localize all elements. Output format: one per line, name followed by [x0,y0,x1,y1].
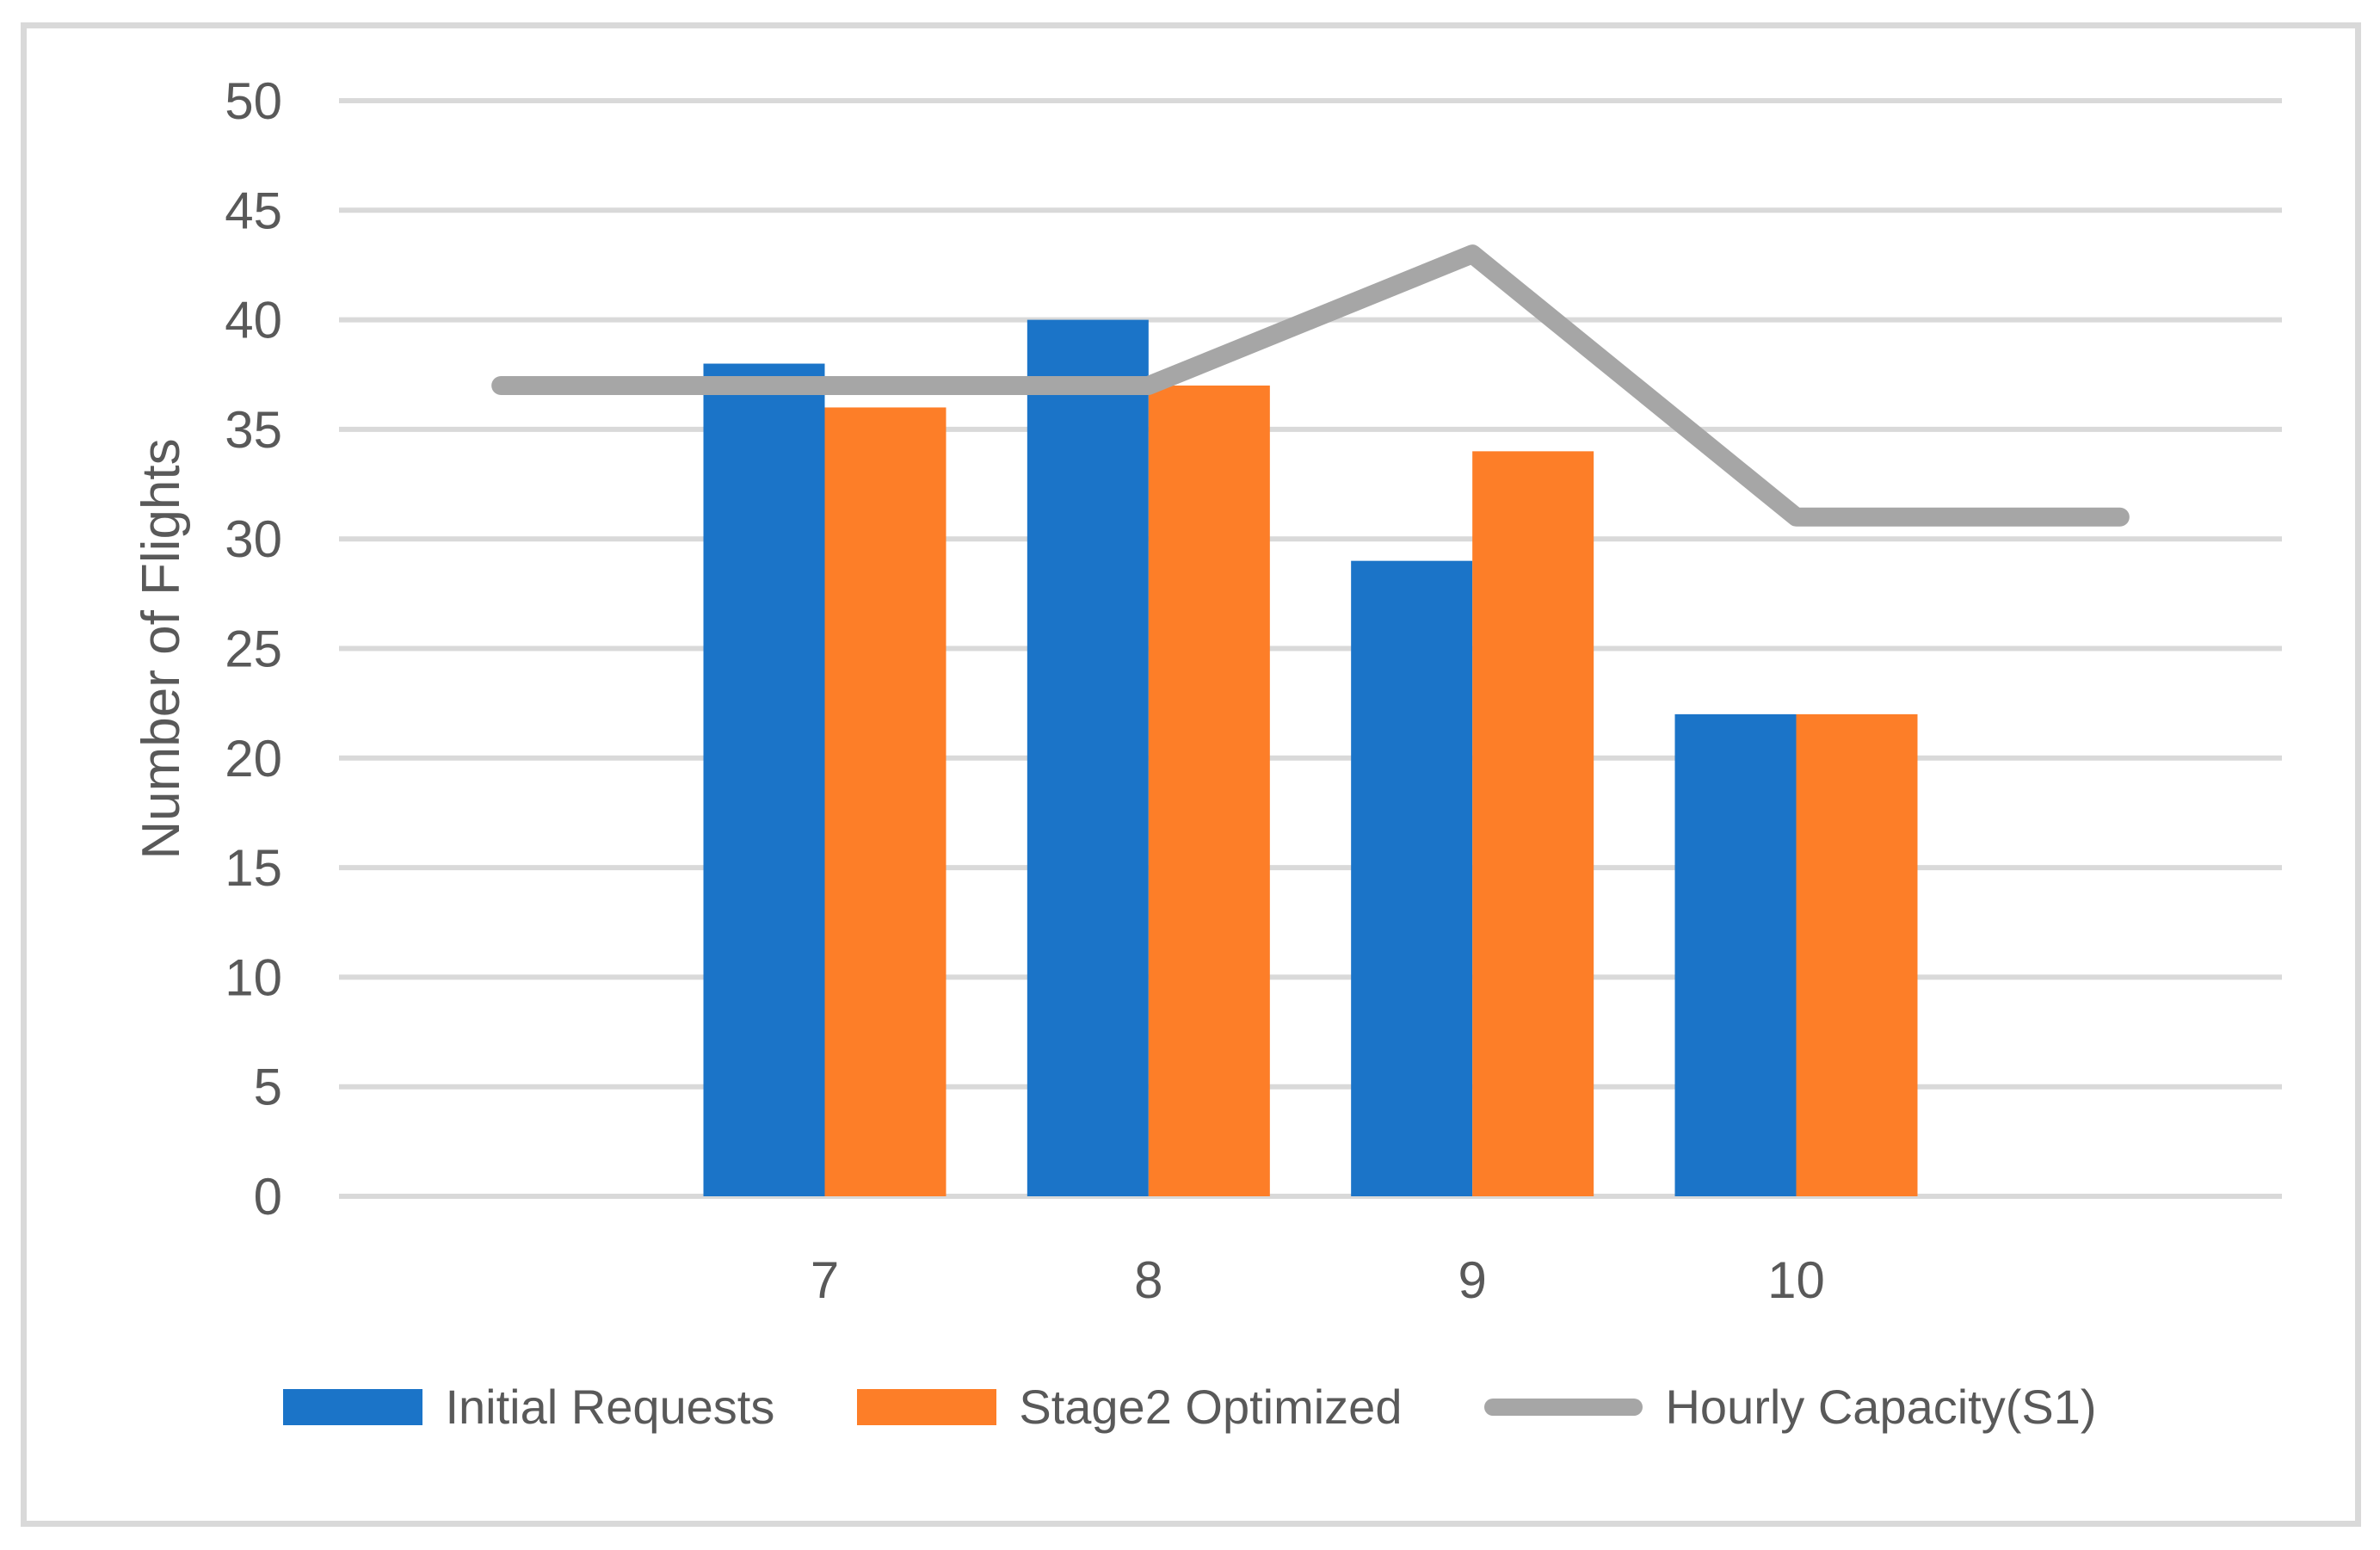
y-tick-label-20: 20 [225,730,282,787]
bar-initial-requests-10 [1674,713,1797,1196]
y-tick-label-50: 50 [225,72,282,130]
y-tick-label-35: 35 [225,401,282,459]
legend-swatch-hourly-capacity [1484,1398,1643,1416]
line-series-group [491,244,2130,527]
legend-item-hourly-capacity: Hourly Capacity(S1) [1484,1379,2097,1435]
y-tick-label-25: 25 [225,621,282,678]
line-hourly-capacity-s1- [491,244,2130,527]
bar-stage2-optimized-9 [1472,451,1594,1196]
y-tick-label-5: 5 [254,1059,282,1116]
legend-label-initial-requests: Initial Requests [445,1380,775,1434]
y-tick-label-30: 30 [225,510,282,568]
y-tick-label-0: 0 [254,1168,282,1226]
x-tick-label-8: 8 [1134,1251,1162,1309]
bar-initial-requests-7 [703,363,825,1196]
figure-border [21,22,2361,1527]
y-tick-labels: 0 5 10 15 20 25 30 35 40 45 50 [225,72,282,1226]
y-tick-label-45: 45 [225,182,282,239]
bar-initial-requests-9 [1351,560,1473,1196]
bar-stage2-optimized-7 [824,407,946,1196]
y-tick-label-15: 15 [225,839,282,897]
bar-series-group [703,319,1918,1197]
legend-swatch-stage2-optimized [857,1388,997,1425]
bar-stage2-optimized-8 [1148,385,1270,1197]
x-tick-label-7: 7 [811,1251,839,1309]
y-axis-title: Number of Flights [132,438,191,859]
legend-label-hourly-capacity: Hourly Capacity(S1) [1665,1380,2097,1434]
y-tick-label-10: 10 [225,948,282,1006]
legend-label-stage2-optimized: Stage2 Optimized [1019,1380,1403,1434]
legend-swatch-initial-requests [283,1388,423,1425]
gridlines [339,98,2282,1199]
x-tick-labels: 7 8 9 10 [811,1251,1825,1309]
legend-item-stage2-optimized: Stage2 Optimized [857,1379,1402,1435]
x-tick-label-10: 10 [1767,1251,1825,1309]
x-tick-label-9: 9 [1458,1251,1486,1309]
legend-item-initial-requests: Initial Requests [283,1379,774,1435]
legend: Initial Requests Stage2 Optimized Hourly… [0,1379,2380,1435]
y-tick-label-40: 40 [225,292,282,349]
bar-initial-requests-8 [1027,319,1149,1197]
bar-stage2-optimized-10 [1796,713,1918,1196]
